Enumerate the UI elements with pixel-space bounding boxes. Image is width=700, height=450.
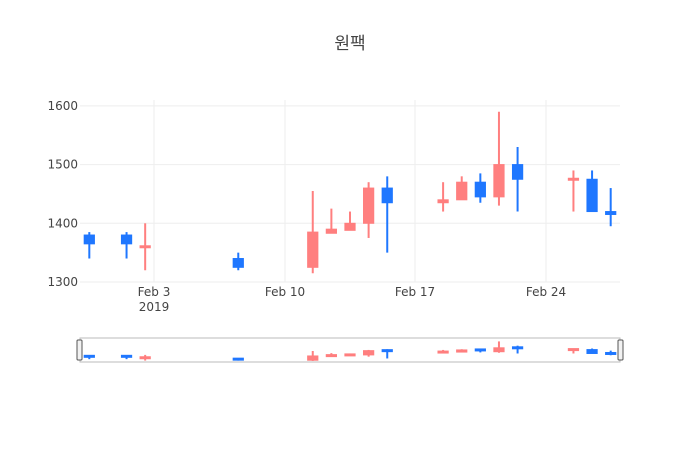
x-tick-label: Feb 17 [395,285,435,299]
range-slider[interactable] [76,337,624,363]
x-tick-year-label: 2019 [139,300,170,314]
y-tick-label: 1400 [47,216,78,230]
chart-title: 원팩 [334,34,365,54]
range-slider-candle-body [139,356,151,360]
candle-body [605,211,617,215]
y-tick-label: 1300 [47,275,78,289]
range-slider-candle-body [474,348,486,352]
range-slider-candles [83,341,617,361]
candle-body [325,228,337,234]
candle-body [139,245,151,249]
x-tick-label: Feb 3 [138,285,171,299]
range-slider-candle-body [586,349,598,354]
range-slider-right-handle[interactable] [617,339,624,361]
gridlines [80,100,620,283]
candle-body [456,181,468,201]
range-slider-candle-body [456,349,468,353]
candle-body [381,187,393,204]
candle-body [307,231,319,268]
range-slider-candle-body [325,354,337,358]
candle-body [493,164,505,198]
candle-body [586,178,598,213]
range-slider-candle-body [381,349,393,353]
range-slider-candle-body [344,353,356,357]
x-tick-label: Feb 24 [526,285,566,299]
candle-body [474,181,486,198]
range-slider-candle-body [307,355,319,361]
y-tick-label: 1500 [47,158,78,172]
range-slider-candle-body [83,354,95,358]
candle-body [437,199,449,204]
range-slider-left-handle[interactable] [76,339,83,361]
range-slider-candle-body [363,350,375,356]
y-tick-label: 1600 [47,99,78,113]
range-slider-candle-body [120,354,133,358]
y-axis-ticks: 1300 1400 1500 1600 [47,99,78,289]
candle-body [363,187,375,224]
candles [83,111,617,274]
range-slider-candle-body [493,347,505,353]
candle-body [232,258,244,268]
range-slider-candle-body [232,357,244,361]
range-slider-candle-body [511,346,524,350]
range-slider-candle-body [605,351,617,355]
range-slider-candle-body [437,350,449,354]
x-tick-label: Feb 10 [265,285,305,299]
candle-body [344,222,356,231]
range-slider-frame [79,337,621,363]
candle-body [511,164,524,180]
range-slider-candle-body [567,348,580,352]
candle-body [83,234,95,245]
candle-body [567,177,580,181]
candle-body [120,234,133,245]
